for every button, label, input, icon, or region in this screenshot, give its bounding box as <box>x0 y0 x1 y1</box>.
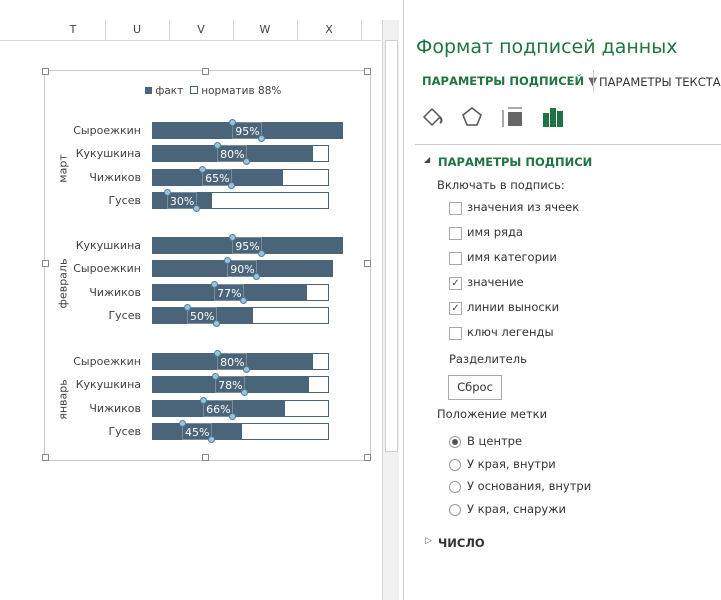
category-label: Чижиков <box>89 285 141 299</box>
category-label: Чижиков <box>89 170 141 184</box>
data-label[interactable]: 77% <box>211 280 248 304</box>
data-label[interactable]: 95% <box>229 119 266 142</box>
size-properties-icon[interactable] <box>500 105 524 132</box>
fact-bar[interactable] <box>152 422 243 440</box>
fact-bar[interactable] <box>152 237 343 254</box>
chart-area[interactable]: факт норматив 88% март Сыроежкин 95% Кукушк… <box>42 68 371 461</box>
collapse-triangle-icon[interactable]: ◢ <box>424 155 431 164</box>
data-label[interactable]: 78% <box>212 373 249 397</box>
category-label: Гусев <box>108 193 141 207</box>
fill-line-icon[interactable] <box>420 105 444 132</box>
data-label[interactable]: 80% <box>214 350 251 373</box>
category-label: Кукушкина <box>75 147 141 161</box>
separator-label: Разделитель <box>449 352 527 366</box>
resize-handle[interactable] <box>202 68 209 75</box>
radio-button[interactable] <box>449 503 461 516</box>
category-label: Гусев <box>108 308 141 322</box>
section-number[interactable]: ЧИСЛО <box>438 536 485 550</box>
resize-handle[interactable] <box>364 260 371 267</box>
divider <box>415 144 721 145</box>
column-header-T[interactable]: T <box>41 20 106 40</box>
legend-norm: норматив 88% <box>201 85 282 97</box>
dropdown-arrow-icon[interactable]: ▼ <box>588 74 597 88</box>
checkbox[interactable]: ✓ <box>449 302 462 315</box>
fact-bar[interactable] <box>152 306 253 324</box>
category-label: Сыроежкин <box>73 124 141 137</box>
column-header-X[interactable]: X <box>297 20 362 40</box>
checkbox[interactable] <box>449 327 462 340</box>
checkbox-label[interactable]: имя категории <box>467 250 557 264</box>
column-header-V[interactable]: V <box>169 20 234 40</box>
fact-bar[interactable] <box>152 283 307 301</box>
radio-label[interactable]: У края, снаружи <box>467 501 567 516</box>
tab-text-options[interactable]: ПАРАМЕТРЫ ТЕКСТА <box>599 75 721 89</box>
legend-swatch-norm <box>189 86 198 94</box>
resize-handle[interactable] <box>42 260 49 267</box>
data-label[interactable]: 65% <box>199 165 236 189</box>
fact-bar[interactable] <box>152 376 309 394</box>
category-label: Сыроежкин <box>73 262 141 276</box>
vertical-scrollbar[interactable] <box>382 20 399 600</box>
resize-handle[interactable] <box>364 68 371 75</box>
tab-label: ПАРАМЕТРЫ ПОДПИСЕЙ <box>422 74 585 88</box>
pane-title: Формат подписей данных <box>416 36 678 58</box>
checkbox[interactable] <box>449 252 462 265</box>
radio-label[interactable]: У основания, внутри <box>467 479 592 493</box>
legend-swatch-fact <box>145 87 152 94</box>
resize-handle[interactable] <box>42 68 49 75</box>
data-label[interactable]: 66% <box>200 396 237 420</box>
checkbox-label[interactable]: значения из ячеек <box>467 200 580 214</box>
expand-triangle-icon[interactable]: ▷ <box>425 536 432 546</box>
include-label: Включать в подпись: <box>437 178 565 192</box>
radio-label[interactable]: У края, внутри <box>467 456 556 471</box>
scrollbar-thumb[interactable] <box>385 40 398 452</box>
effects-icon[interactable] <box>460 105 484 132</box>
position-label: Положение метки <box>437 407 548 421</box>
checkbox[interactable] <box>449 227 462 240</box>
fact-bar[interactable] <box>152 191 213 209</box>
resize-handle[interactable] <box>202 454 209 461</box>
fact-bar[interactable] <box>152 168 283 186</box>
checkbox[interactable]: ✓ <box>449 277 462 290</box>
fact-bar[interactable] <box>152 122 343 139</box>
fact-bar[interactable] <box>152 353 313 370</box>
category-label: Сыроежкин <box>73 355 141 368</box>
fact-bar[interactable] <box>152 260 333 278</box>
legend-fact: факт <box>155 85 184 97</box>
resize-handle[interactable] <box>364 454 371 461</box>
checkbox[interactable] <box>449 202 462 215</box>
reset-button[interactable]: Сброс <box>448 375 502 400</box>
checkbox-label[interactable]: ключ легенды <box>467 325 554 339</box>
section-label-options[interactable]: ПАРАМЕТРЫ ПОДПИСИ <box>438 155 593 169</box>
data-label[interactable]: 95% <box>229 234 266 257</box>
label-options-icon[interactable] <box>541 105 565 132</box>
legend: факт норматив 88% <box>145 85 281 97</box>
format-pane: Формат подписей данных ПАРАМЕТРЫ ПОДПИСЕ… <box>403 0 721 600</box>
checkbox-label[interactable]: линии выноски <box>467 300 560 314</box>
tab-label-options[interactable]: ПАРАМЕТРЫ ПОДПИСЕЙ ▼ <box>422 74 597 88</box>
data-label[interactable]: 80% <box>214 142 251 166</box>
category-label: Чижиков <box>89 401 141 415</box>
fact-bar[interactable] <box>152 399 285 417</box>
tab-divider <box>593 70 594 92</box>
data-label[interactable]: 30% <box>164 188 201 212</box>
category-label: Кукушкина <box>75 378 141 392</box>
category-label: Кукушкина <box>75 239 141 252</box>
checkbox-label[interactable]: значение <box>467 275 524 289</box>
radio-button[interactable] <box>449 436 461 448</box>
radio-button[interactable] <box>449 481 461 493</box>
category-label: Гусев <box>108 424 141 438</box>
column-header-U[interactable]: U <box>105 20 170 40</box>
radio-label[interactable]: В центре <box>467 434 523 448</box>
fact-bar[interactable] <box>152 145 313 163</box>
radio-button[interactable] <box>449 458 461 471</box>
column-header-W[interactable]: W <box>233 20 298 40</box>
checkbox-label[interactable]: имя ряда <box>467 225 523 239</box>
data-label[interactable]: 45% <box>179 419 216 443</box>
resize-handle[interactable] <box>42 454 49 461</box>
data-label[interactable]: 50% <box>184 303 221 327</box>
data-label[interactable]: 90% <box>224 257 261 281</box>
